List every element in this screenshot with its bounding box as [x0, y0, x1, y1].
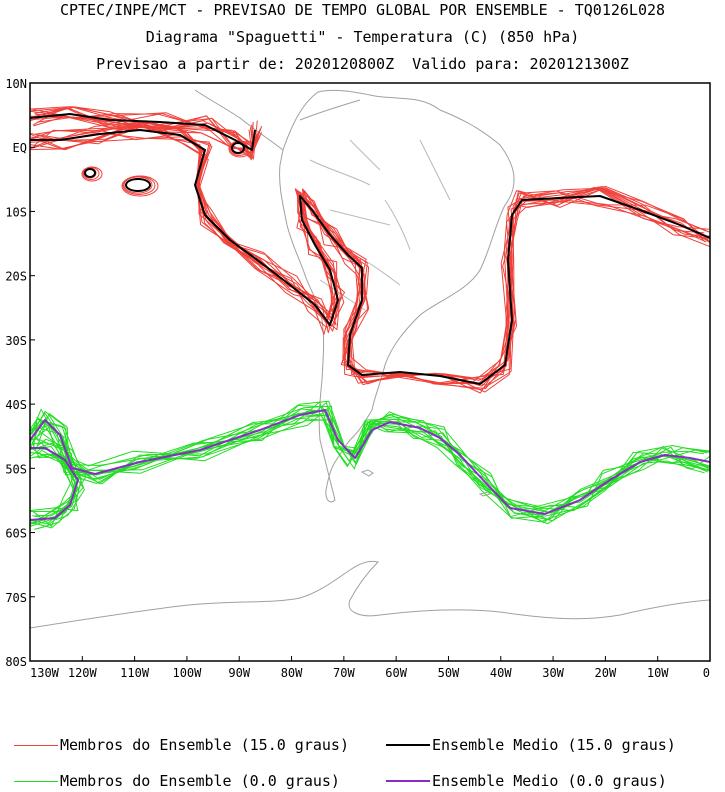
lon-label: 30W	[542, 666, 564, 680]
antarctica-coast	[30, 560, 710, 629]
country-borders	[309, 139, 451, 311]
mean-15-isotherm	[30, 129, 710, 385]
mean-0-isotherm	[30, 409, 710, 515]
member-0-isotherm	[30, 441, 79, 512]
member-15-isotherm	[35, 126, 707, 379]
legend-label-members-0: Membros do Ensemble (0.0 graus)	[60, 772, 340, 790]
chart-title: CPTEC/INPE/MCT - PREVISAO DE TEMPO GLOBA…	[59, 1, 666, 19]
member-15-isotherm	[30, 136, 708, 381]
legend-swatch-members-0	[14, 780, 58, 782]
member-0-isotherm	[36, 409, 710, 513]
members-15-series	[30, 106, 710, 394]
lon-label: 80W	[281, 666, 303, 680]
member-0-isotherm	[30, 400, 710, 521]
lon-label: 120W	[68, 666, 98, 680]
lat-label: 60S	[5, 527, 27, 541]
mean-0-isotherm	[30, 447, 79, 521]
member-15-isotherm	[30, 125, 710, 386]
member-15-isotherm	[30, 125, 710, 389]
mean-15-isotherm	[30, 113, 256, 151]
lon-label: 100W	[172, 666, 202, 680]
legend-label-mean-0: Ensemble Medio (0.0 graus)	[432, 772, 667, 790]
lon-label: 90W	[228, 666, 250, 680]
legend-mean-15: Ensemble Medio (15.0 graus)	[386, 736, 676, 754]
mean-15-cell	[84, 168, 96, 178]
lat-label: 30S	[5, 334, 27, 348]
lon-label: 60W	[385, 666, 407, 680]
lat-label: 70S	[5, 591, 27, 605]
member-15-isotherm	[31, 126, 709, 386]
lat-label: 20S	[5, 270, 27, 284]
central-america-coast	[194, 89, 361, 151]
legend-members-15: Membros do Ensemble (15.0 graus)	[14, 736, 349, 754]
lon-label: 10W	[647, 666, 669, 680]
member-15-isotherm	[30, 120, 710, 394]
member-15-isotherm	[34, 130, 706, 384]
legend-label-members-15: Membros do Ensemble (15.0 graus)	[60, 736, 349, 754]
map-frame	[29, 82, 711, 662]
lat-label: EQ	[13, 141, 27, 155]
member-0-isotherm	[30, 401, 710, 515]
member-0-isotherm	[30, 449, 80, 525]
legend-swatch-mean-15	[386, 744, 430, 746]
lat-label: 40S	[5, 398, 27, 412]
legend-mean-0: Ensemble Medio (0.0 graus)	[386, 772, 667, 790]
member-15-isotherm	[30, 123, 705, 385]
south-georgia	[478, 491, 491, 497]
member-0-isotherm	[30, 418, 710, 522]
lat-label: 50S	[5, 462, 27, 476]
member-15-isotherm	[30, 110, 258, 160]
lon-label: 110W	[120, 666, 150, 680]
member-0-isotherm	[30, 442, 84, 525]
mean-0-series	[30, 409, 710, 521]
lon-label: 0	[703, 666, 710, 680]
chart-subtitle: Diagrama "Spaguetti" - Temperatura (C) (…	[145, 28, 580, 46]
coastlines	[30, 89, 710, 629]
member-0-isotherm	[30, 442, 85, 521]
legend-swatch-mean-0	[386, 780, 430, 782]
latitude-labels: 10N EQ 10S 20S 30S 40S 50S 60S 70S 80S	[5, 77, 35, 669]
lat-label: 10S	[5, 205, 27, 219]
legend-swatch-members-15	[14, 744, 58, 746]
member-0-isotherm	[31, 405, 706, 514]
member-15-isotherm	[30, 132, 710, 385]
mean-15-cell	[125, 178, 151, 192]
member-15-isotherm	[30, 122, 707, 380]
legend-members-0: Membros do Ensemble (0.0 graus)	[14, 772, 340, 790]
longitude-labels: 130W 120W 110W 100W 90W 80W 70W 60W 50W 40W 30W 20W…	[29, 656, 711, 680]
lon-label: 130W	[30, 666, 60, 680]
member-15-cell	[121, 175, 159, 197]
member-0-isotherm	[30, 446, 82, 529]
legend-label-mean-15: Ensemble Medio (15.0 graus)	[432, 736, 676, 754]
lon-label: 70W	[333, 666, 355, 680]
lon-label: 50W	[438, 666, 460, 680]
lat-label: 80S	[5, 655, 27, 669]
mean-15-cell	[231, 142, 245, 154]
lon-label: 20W	[595, 666, 617, 680]
member-15-cell	[81, 166, 103, 182]
south-america-coast	[279, 89, 515, 503]
falkland-islands	[360, 469, 374, 477]
member-0-isotherm	[30, 446, 81, 525]
lat-label: 10N	[5, 77, 27, 91]
lon-label: 40W	[490, 666, 512, 680]
member-0-isotherm	[30, 438, 78, 513]
forecast-validity: Previsao a partir de: 2020120800Z Valido…	[96, 55, 629, 73]
spaghetti-map: 10N EQ 10S 20S 30S 40S 50S 60S 70S 80S 130W 120W 11…	[5, 77, 711, 680]
mean-15-series	[30, 113, 710, 385]
